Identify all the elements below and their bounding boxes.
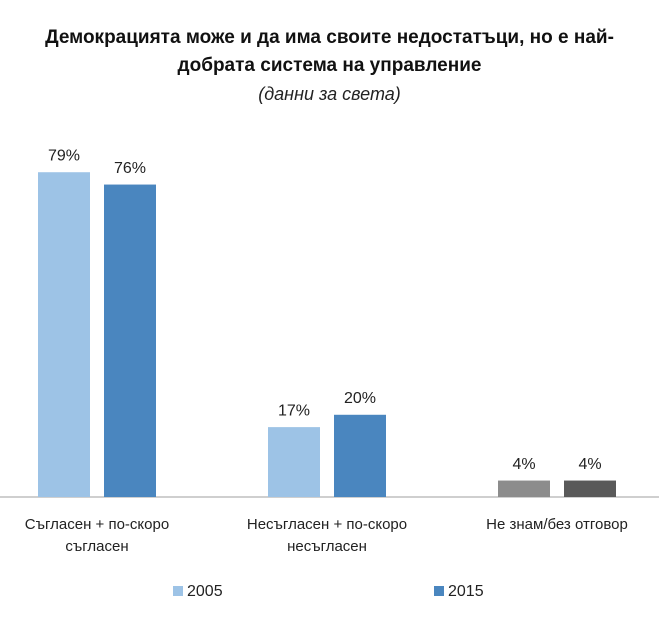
bar — [498, 480, 550, 497]
bar — [334, 414, 386, 497]
chart-subtitle: (данни за света) — [258, 84, 401, 104]
x-tick-label: Не знам/без отговор — [486, 516, 628, 533]
legend-swatch — [434, 586, 444, 596]
legend-swatch — [173, 586, 183, 596]
data-label: 20% — [344, 390, 376, 407]
x-tick-label: Несъгласен + по-скоро несъгласен — [246, 516, 408, 555]
data-label: 76% — [114, 160, 146, 177]
data-label: 4% — [578, 456, 601, 473]
legend-label: 2005 — [187, 583, 223, 600]
chart-title: Демокрацията може и да има своите недост… — [45, 27, 614, 76]
legend-label: 2015 — [448, 583, 484, 600]
bar — [268, 427, 320, 497]
data-label: 79% — [48, 147, 80, 164]
data-label: 17% — [278, 402, 310, 419]
data-label: 4% — [512, 456, 535, 473]
bar — [38, 172, 90, 497]
bar — [564, 480, 616, 497]
x-tick-label: Съгласен + по-скоро съгласен — [24, 516, 170, 555]
bar — [104, 184, 156, 498]
